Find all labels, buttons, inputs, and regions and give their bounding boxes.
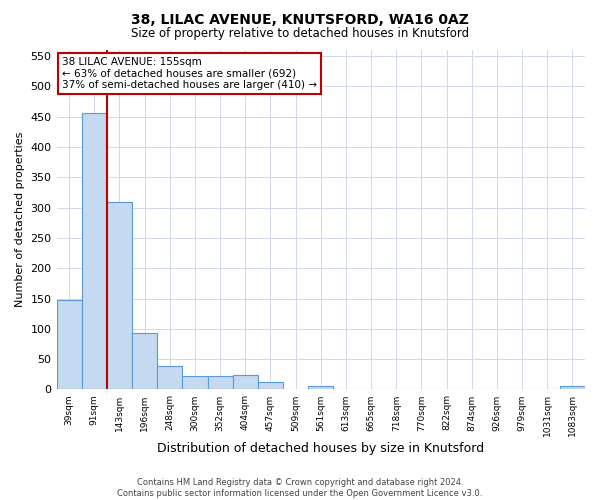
- Bar: [182, 376, 208, 390]
- Bar: [233, 375, 258, 390]
- Bar: [560, 386, 585, 390]
- Bar: [208, 376, 233, 390]
- Bar: [132, 333, 157, 390]
- Bar: [56, 300, 82, 390]
- Bar: [258, 382, 283, 390]
- Text: 38 LILAC AVENUE: 155sqm
← 63% of detached houses are smaller (692)
37% of semi-d: 38 LILAC AVENUE: 155sqm ← 63% of detache…: [62, 57, 317, 90]
- Bar: [82, 113, 107, 390]
- Y-axis label: Number of detached properties: Number of detached properties: [15, 132, 25, 308]
- X-axis label: Distribution of detached houses by size in Knutsford: Distribution of detached houses by size …: [157, 442, 484, 455]
- Bar: [107, 202, 132, 390]
- Text: 38, LILAC AVENUE, KNUTSFORD, WA16 0AZ: 38, LILAC AVENUE, KNUTSFORD, WA16 0AZ: [131, 12, 469, 26]
- Bar: [157, 366, 182, 390]
- Text: Contains HM Land Registry data © Crown copyright and database right 2024.
Contai: Contains HM Land Registry data © Crown c…: [118, 478, 482, 498]
- Text: Size of property relative to detached houses in Knutsford: Size of property relative to detached ho…: [131, 28, 469, 40]
- Bar: [308, 386, 334, 390]
